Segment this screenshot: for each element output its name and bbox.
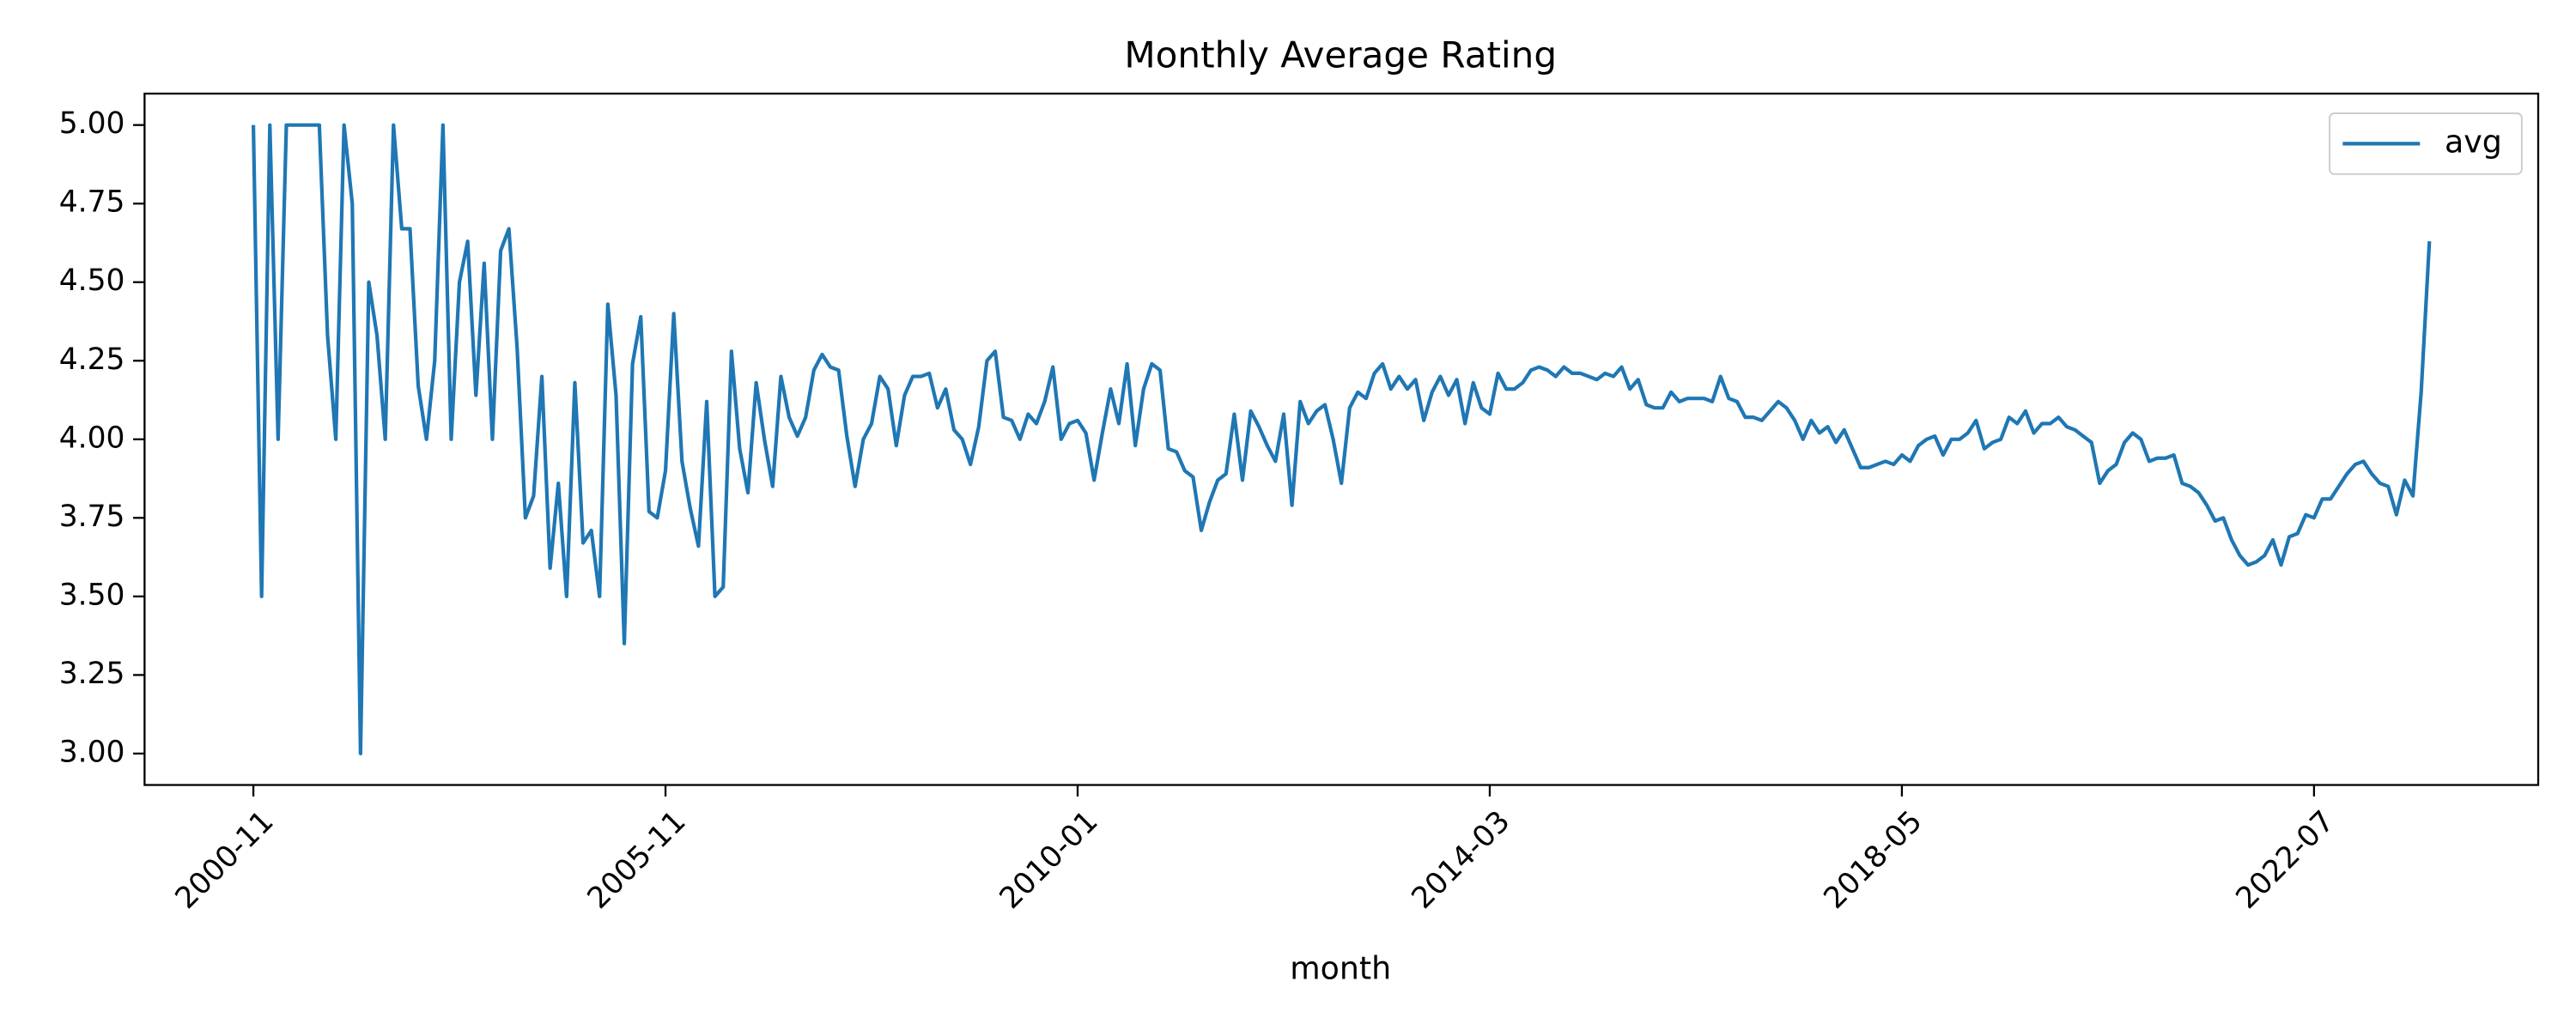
y-tick-label: 4.00 bbox=[59, 421, 125, 455]
legend-box bbox=[2329, 112, 2523, 175]
y-tick-label: 3.25 bbox=[59, 657, 125, 691]
data-line bbox=[251, 123, 2432, 756]
y-tick-label: 4.50 bbox=[59, 264, 125, 298]
y-tick-label: 3.00 bbox=[59, 735, 125, 769]
plot-frame bbox=[143, 92, 2540, 786]
y-tick-label: 3.50 bbox=[59, 578, 125, 612]
legend: avg bbox=[2329, 112, 2523, 175]
legend-label: avg bbox=[2445, 123, 2502, 160]
y-tick-label: 4.75 bbox=[59, 185, 125, 220]
y-tick-label: 5.00 bbox=[59, 106, 125, 141]
chart-title: Monthly Average Rating bbox=[1124, 33, 1557, 76]
x-axis-label: month bbox=[1290, 950, 1391, 987]
y-tick-label: 3.75 bbox=[59, 500, 125, 534]
y-tick-label: 4.25 bbox=[59, 342, 125, 377]
